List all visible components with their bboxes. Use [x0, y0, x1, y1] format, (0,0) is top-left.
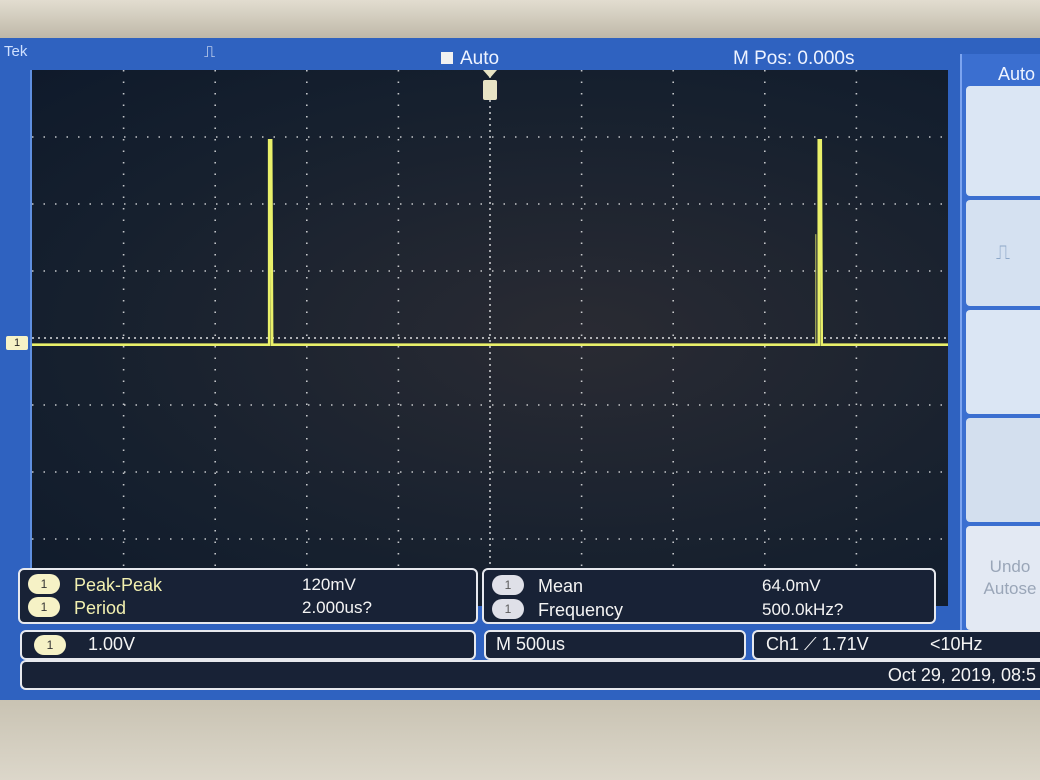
- channel-badge: 1: [28, 574, 60, 594]
- measurement-value: 500.0kHz?: [762, 600, 844, 619]
- measurement-value: 64.0mV: [762, 576, 821, 595]
- brand-label: Tek: [4, 43, 28, 60]
- trigger-bar[interactable]: Ch1 ⟋ 1.71V <10Hz: [752, 630, 1040, 660]
- undo-label-line2: Autose: [983, 579, 1037, 598]
- measurement-name: Frequency: [538, 600, 624, 620]
- channel-badge: 1: [34, 635, 66, 655]
- acq-state-icon: [441, 52, 453, 64]
- trigger-setting: Ch1 ⟋ 1.71V: [766, 634, 869, 654]
- trigger-position-marker: [483, 70, 497, 78]
- channel-badge: 1: [28, 597, 60, 617]
- measurement-row: 1 Period 2.000us?: [20, 597, 476, 619]
- horizontal-position: M Pos: 0.000s: [733, 48, 855, 69]
- side-button-4[interactable]: [966, 418, 1040, 522]
- waveform-icon: ⎍: [996, 242, 1010, 264]
- timebase: M 500us: [496, 634, 566, 654]
- bezel-top: [0, 0, 1040, 40]
- measurement-panel-left: 1 Peak-Peak 120mV 1 Period 2.000us?: [18, 568, 478, 624]
- measurement-row: 1 Frequency 500.0kHz?: [484, 599, 934, 621]
- side-button-1[interactable]: [966, 86, 1040, 196]
- channel-badge: 1: [492, 575, 524, 595]
- datetime-bar: Oct 29, 2019, 08:5: [20, 660, 1040, 690]
- ch1-scale-bar[interactable]: 1 1.00V: [20, 630, 476, 660]
- measurement-row: 1 Mean 64.0mV: [484, 575, 934, 597]
- measurement-row: 1 Peak-Peak 120mV: [20, 574, 476, 596]
- trigger-t-marker: [483, 80, 497, 100]
- timebase-bar[interactable]: M 500us: [484, 630, 746, 660]
- datetime: Oct 29, 2019, 08:5: [887, 665, 1036, 685]
- measurement-name: Mean: [538, 576, 584, 596]
- ch1-ground-marker: 1: [6, 336, 28, 350]
- scope-screen: Tek ⎍ Auto M Pos: 0.000s 1 Auto ⎍ Undo A…: [0, 38, 1040, 700]
- pulse-edge-icon: ⎍: [204, 44, 216, 61]
- undo-autoset-label: Undo Autose: [978, 556, 1040, 600]
- waveform-display: [30, 70, 948, 606]
- side-menu-title: Auto: [998, 64, 1036, 84]
- ch1-waveform-trace: [32, 139, 948, 346]
- bezel-bottom: [0, 700, 1040, 780]
- measurement-panel-right: 1 Mean 64.0mV 1 Frequency 500.0kHz?: [482, 568, 936, 624]
- side-button-2[interactable]: ⎍: [966, 200, 1040, 306]
- trigger-frequency: <10Hz: [930, 634, 983, 654]
- channel-badge: 1: [492, 599, 524, 619]
- measurement-value: 2.000us?: [302, 598, 372, 617]
- header-bar: Tek ⎍ Auto M Pos: 0.000s: [0, 38, 960, 69]
- side-menu: Auto ⎍ Undo Autose: [960, 54, 1040, 648]
- acq-state: Auto: [460, 48, 500, 69]
- measurement-name: Peak-Peak: [74, 575, 163, 595]
- undo-label-line1: Undo: [989, 557, 1031, 576]
- ch1-scale: 1.00V: [88, 634, 136, 654]
- side-button-3[interactable]: [966, 310, 1040, 414]
- graticule-svg: [32, 70, 948, 606]
- measurement-name: Period: [74, 598, 127, 618]
- measurement-value: 120mV: [302, 575, 356, 594]
- undo-autoset-button[interactable]: Undo Autose: [966, 526, 1040, 630]
